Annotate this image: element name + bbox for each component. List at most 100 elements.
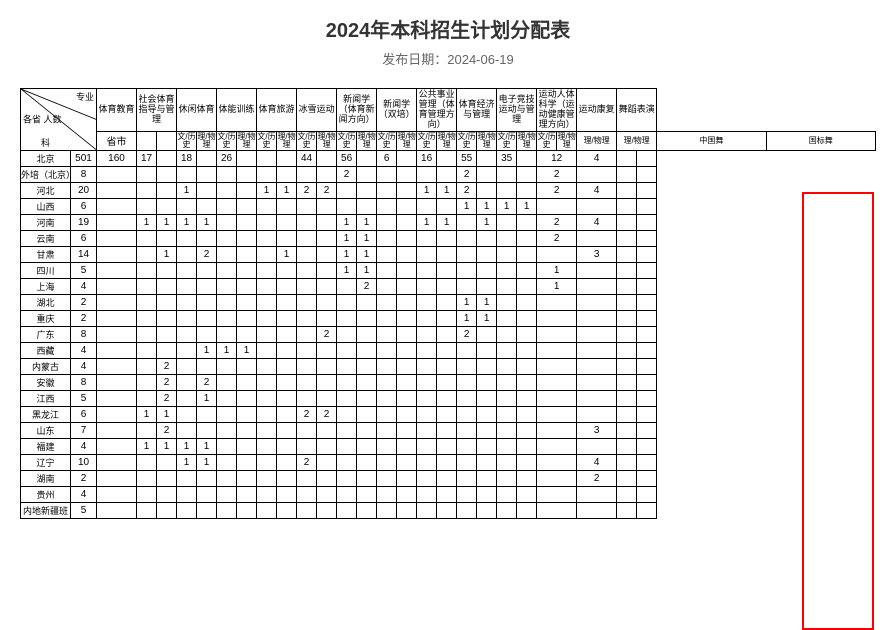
data-cell — [437, 326, 457, 342]
data-cell — [337, 422, 357, 438]
data-cell — [297, 294, 317, 310]
data-cell — [517, 230, 537, 246]
data-cell: 1 — [537, 278, 577, 294]
publish-date-label: 发布日期： — [382, 52, 447, 67]
data-cell — [397, 390, 417, 406]
data-cell — [377, 470, 397, 486]
data-cell — [97, 486, 137, 502]
data-cell — [217, 278, 237, 294]
data-cell — [397, 438, 417, 454]
data-cell — [377, 246, 397, 262]
data-cell — [177, 390, 197, 406]
data-cell — [97, 406, 137, 422]
data-cell — [497, 358, 517, 374]
sub-header-li: 理/物理 — [557, 131, 577, 150]
data-cell — [517, 150, 537, 166]
province-cell: 福建 — [21, 438, 71, 454]
data-cell — [297, 470, 317, 486]
total-cell: 19 — [71, 214, 97, 230]
data-cell — [397, 294, 417, 310]
data-cell: 1 — [237, 342, 257, 358]
data-cell — [477, 390, 497, 406]
data-cell — [417, 166, 437, 182]
data-cell: 12 — [537, 150, 577, 166]
table-row: 河北201112211224 — [21, 182, 876, 198]
data-cell — [517, 166, 537, 182]
data-cell — [97, 278, 137, 294]
data-cell — [237, 182, 257, 198]
data-cell — [637, 326, 657, 342]
data-cell — [577, 262, 617, 278]
data-cell — [577, 502, 617, 518]
sub-header-wen: 文/历史 — [217, 131, 237, 150]
data-cell — [157, 198, 177, 214]
data-cell — [297, 230, 317, 246]
data-cell — [257, 406, 277, 422]
data-cell — [437, 390, 457, 406]
data-cell — [317, 198, 337, 214]
data-cell — [637, 470, 657, 486]
data-cell — [157, 166, 177, 182]
data-cell — [157, 182, 177, 198]
data-cell — [97, 230, 137, 246]
data-cell — [137, 502, 157, 518]
data-cell — [617, 246, 637, 262]
data-cell — [537, 294, 577, 310]
data-cell — [497, 422, 517, 438]
data-cell — [217, 198, 237, 214]
data-cell — [177, 342, 197, 358]
province-cell: 外培（北京） — [21, 166, 71, 182]
data-cell — [197, 358, 217, 374]
data-cell — [137, 342, 157, 358]
data-cell — [637, 390, 657, 406]
data-cell — [397, 358, 417, 374]
data-cell — [317, 166, 337, 182]
data-cell — [197, 230, 217, 246]
data-cell — [157, 230, 177, 246]
data-cell — [197, 262, 217, 278]
data-cell — [197, 326, 217, 342]
data-cell — [277, 342, 297, 358]
data-cell — [237, 454, 257, 470]
data-cell — [157, 342, 177, 358]
data-cell — [257, 486, 277, 502]
data-cell: 1 — [137, 438, 157, 454]
data-cell — [257, 214, 277, 230]
data-cell — [337, 198, 357, 214]
data-cell — [137, 230, 157, 246]
data-cell — [277, 166, 297, 182]
data-cell — [97, 310, 137, 326]
data-cell: 1 — [177, 182, 197, 198]
data-cell — [457, 486, 477, 502]
data-cell — [177, 374, 197, 390]
data-cell — [537, 310, 577, 326]
data-cell — [97, 198, 137, 214]
data-cell — [97, 470, 137, 486]
data-cell — [217, 486, 237, 502]
data-cell: 18 — [177, 150, 197, 166]
data-cell — [317, 310, 337, 326]
data-cell — [477, 182, 497, 198]
data-cell — [297, 374, 317, 390]
data-cell — [317, 454, 337, 470]
data-cell — [577, 278, 617, 294]
table-row: 内蒙古42 — [21, 358, 876, 374]
province-cell: 安徽 — [21, 374, 71, 390]
data-cell: 1 — [197, 454, 217, 470]
province-cell: 湖南 — [21, 470, 71, 486]
data-cell — [357, 422, 377, 438]
data-cell — [357, 166, 377, 182]
data-cell — [637, 278, 657, 294]
total-cell: 501 — [71, 150, 97, 166]
data-cell: 1 — [497, 198, 517, 214]
data-cell — [237, 470, 257, 486]
data-cell — [377, 342, 397, 358]
data-cell — [257, 358, 277, 374]
data-cell: 44 — [297, 150, 317, 166]
data-cell — [297, 198, 317, 214]
data-cell — [297, 278, 317, 294]
total-cell: 6 — [71, 230, 97, 246]
data-cell: 3 — [577, 422, 617, 438]
data-cell — [97, 390, 137, 406]
table-row: 山东723 — [21, 422, 876, 438]
